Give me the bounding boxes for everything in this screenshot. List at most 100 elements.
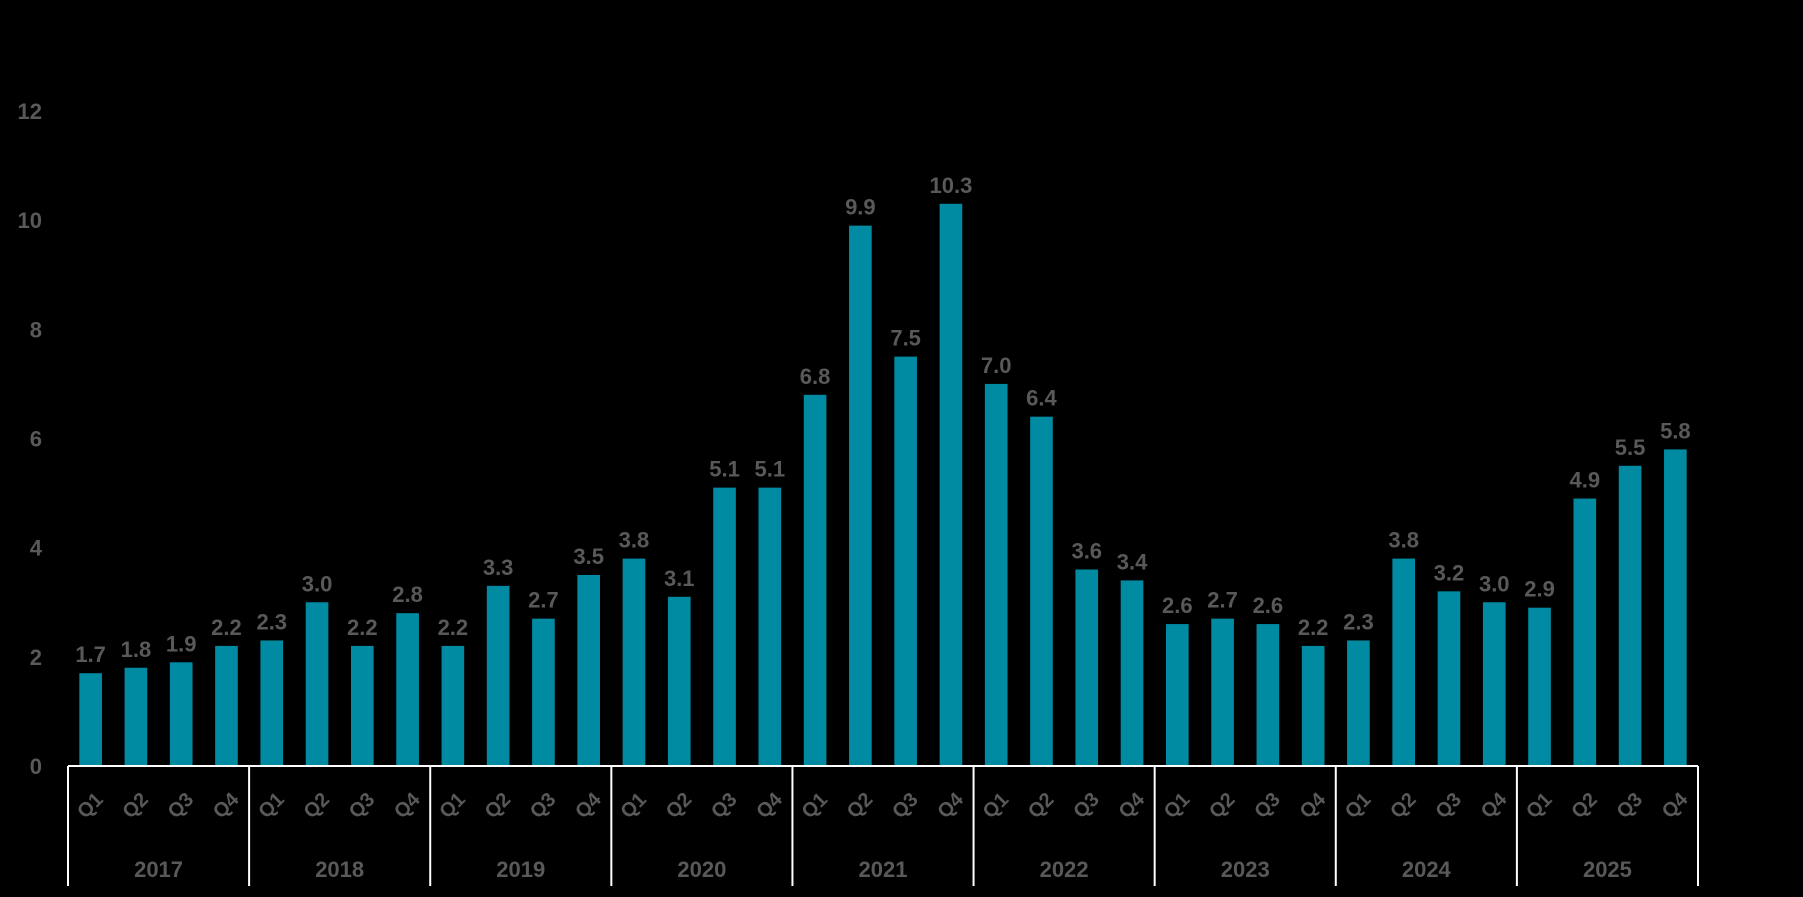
bar-2020-q1 bbox=[622, 558, 646, 766]
data-label: 3.8 bbox=[1388, 528, 1419, 553]
data-label: 9.9 bbox=[845, 195, 876, 220]
y-tick-label: 10 bbox=[18, 208, 42, 233]
data-label: 2.2 bbox=[1298, 615, 1329, 640]
y-axis: 0 2 4 6 8 10 12 bbox=[18, 99, 43, 779]
bar-2017-q1 bbox=[79, 673, 102, 766]
data-label: 10.3 bbox=[930, 173, 973, 198]
x-tick-label-quarter: Q3 bbox=[1250, 789, 1284, 823]
x-tick-label-year: 2021 bbox=[859, 857, 908, 882]
data-label: 2.3 bbox=[1343, 609, 1374, 634]
data-label: 1.9 bbox=[166, 631, 197, 656]
data-label: 7.0 bbox=[981, 353, 1012, 378]
x-tick-label-quarter: Q1 bbox=[254, 789, 288, 823]
bar-2019-q2 bbox=[486, 585, 510, 766]
bar-2020-q4 bbox=[758, 487, 782, 766]
data-label: 3.2 bbox=[1434, 560, 1465, 585]
y-tick-label: 2 bbox=[30, 645, 42, 670]
x-tick-label-quarter: Q1 bbox=[1160, 789, 1194, 823]
y-tick-label: 12 bbox=[18, 99, 42, 124]
bar-2018-q2 bbox=[305, 602, 329, 766]
x-tick-label-year: 2023 bbox=[1221, 857, 1270, 882]
bar-2019-q1 bbox=[441, 645, 465, 766]
data-label: 2.2 bbox=[438, 615, 469, 640]
bar-2024-q2 bbox=[1392, 558, 1416, 766]
data-label: 2.7 bbox=[528, 588, 559, 613]
data-label: 3.3 bbox=[483, 555, 514, 580]
y-tick-label: 6 bbox=[30, 427, 42, 452]
data-label: 6.8 bbox=[800, 364, 831, 389]
bar-2020-q2 bbox=[667, 596, 691, 766]
data-label: 2.2 bbox=[211, 615, 242, 640]
bar-2025-q3 bbox=[1618, 465, 1642, 766]
y-tick-label: 8 bbox=[30, 317, 42, 342]
x-tick-label-quarter: Q4 bbox=[571, 788, 606, 823]
bar-2017-q2 bbox=[124, 667, 148, 766]
x-tick-label-quarter: Q3 bbox=[1432, 789, 1466, 823]
x-axis: Q1 Q2 Q3 Q4 Q1 Q2 Q3 Q4 Q1 Q2 Q3 Q4 Q1 Q2 Q3 Q4 Q1 Q2 Q3 Q4… bbox=[67, 765, 1699, 886]
bar-2018-q3 bbox=[350, 645, 374, 766]
data-labels: 1.7 1.8 1.9 2.2 2.3 3.0 2.2 2.8 2.2 3.3 2.7 3.5 3.8 3… bbox=[75, 173, 1690, 667]
x-tick-label-quarter: Q4 bbox=[1115, 788, 1150, 823]
data-label: 3.0 bbox=[302, 571, 333, 596]
data-label: 3.6 bbox=[1071, 539, 1102, 564]
x-tick-label-quarter: Q4 bbox=[390, 788, 425, 823]
x-tick-label-quarter: Q2 bbox=[1205, 789, 1239, 823]
data-label: 2.6 bbox=[1162, 593, 1193, 618]
x-tick-label-quarter: Q2 bbox=[481, 789, 515, 823]
y-tick-label: 4 bbox=[30, 536, 43, 561]
x-tick-label-quarter: Q1 bbox=[435, 789, 469, 823]
bar-2025-q2 bbox=[1573, 498, 1597, 766]
x-tick-label-year: 2017 bbox=[134, 857, 183, 882]
x-tick-label-quarter: Q4 bbox=[933, 788, 968, 823]
bar-2019-q3 bbox=[532, 618, 555, 766]
x-tick-label-quarter: Q3 bbox=[345, 789, 379, 823]
x-tick-label-quarter: Q4 bbox=[209, 788, 244, 823]
x-tick-label-quarter: Q2 bbox=[1386, 789, 1420, 823]
x-tick-label-year: 2019 bbox=[496, 857, 545, 882]
data-label: 2.6 bbox=[1253, 593, 1284, 618]
x-tick-label-quarter: Q2 bbox=[1567, 789, 1601, 823]
x-tick-label-quarter: Q3 bbox=[164, 789, 198, 823]
data-label: 2.7 bbox=[1207, 588, 1238, 613]
bar-2022-q2 bbox=[1030, 416, 1053, 766]
x-tick-label-quarter: Q4 bbox=[752, 788, 787, 823]
data-label: 2.2 bbox=[347, 615, 378, 640]
data-label: 4.9 bbox=[1570, 468, 1601, 493]
bar-2021-q2 bbox=[849, 225, 872, 766]
x-tick-label-quarter: Q4 bbox=[1477, 788, 1512, 823]
data-label: 5.8 bbox=[1660, 418, 1691, 443]
bar-2020-q3 bbox=[713, 487, 736, 766]
x-tick-label-quarter: Q1 bbox=[1522, 789, 1556, 823]
x-tick-label-year: 2025 bbox=[1583, 857, 1632, 882]
x-tick-label-quarter: Q3 bbox=[707, 789, 741, 823]
bar-2018-q4 bbox=[396, 613, 419, 766]
bar-2017-q4 bbox=[215, 645, 238, 766]
x-tick-label-quarter: Q1 bbox=[73, 789, 107, 823]
bar-2021-q1 bbox=[803, 394, 827, 766]
bar-2019-q4 bbox=[577, 574, 601, 766]
bar-2025-q4 bbox=[1664, 449, 1687, 766]
x-tick-label-quarter: Q4 bbox=[1296, 788, 1331, 823]
data-label: 3.0 bbox=[1479, 571, 1510, 596]
bar-2022-q4 bbox=[1120, 580, 1144, 766]
x-tick-label-quarter: Q4 bbox=[1658, 788, 1693, 823]
data-label: 3.4 bbox=[1117, 549, 1148, 574]
bar-2025-q1 bbox=[1528, 607, 1551, 766]
data-label: 7.5 bbox=[890, 326, 921, 351]
x-tick-label-year: 2024 bbox=[1402, 857, 1452, 882]
x-tick-label-quarter: Q1 bbox=[617, 789, 651, 823]
x-tick-label-quarter: Q3 bbox=[1069, 789, 1103, 823]
data-label: 5.5 bbox=[1615, 435, 1646, 460]
data-label: 1.8 bbox=[121, 637, 152, 662]
x-tick-label-year: 2020 bbox=[677, 857, 726, 882]
bar-2023-q4 bbox=[1301, 645, 1325, 766]
bar-2021-q4 bbox=[939, 203, 963, 766]
x-tick-label-quarter: Q2 bbox=[843, 789, 877, 823]
data-label: 2.8 bbox=[392, 582, 423, 607]
bar-2024-q4 bbox=[1482, 602, 1506, 766]
x-tick-label-quarter: Q2 bbox=[300, 789, 334, 823]
bar-2023-q2 bbox=[1211, 618, 1234, 766]
data-label: 3.1 bbox=[664, 566, 695, 591]
x-tick-label-quarter: Q2 bbox=[1024, 789, 1058, 823]
